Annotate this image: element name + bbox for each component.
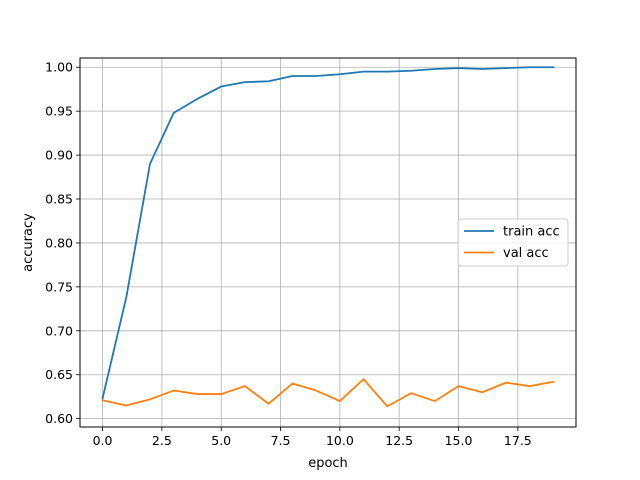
x-tick-label: 10.0 [326,433,354,448]
axis-ticks: 0.0 2.5 5.0 7.5 10.0 12.5 15.0 17.5 0.60 0.65 0.70… [45,60,532,448]
x-tick-label: 12.5 [385,433,413,448]
x-tick-label: 15.0 [445,433,473,448]
y-axis-label: accuracy [21,213,36,272]
x-tick-label: 7.5 [271,433,291,448]
series-line-val-acc [101,378,555,408]
y-tick-label: 0.95 [45,104,73,119]
x-axis-label: epoch [308,456,348,471]
y-tick-label: 1.00 [45,60,73,75]
series-line-train-acc [101,66,555,400]
y-tick-label: 0.80 [45,235,73,250]
y-tick-label: 0.60 [45,411,73,426]
plot-frame [79,57,577,428]
series-lines [101,66,555,408]
y-tick-label: 0.65 [45,367,73,382]
y-tick-label: 0.75 [45,279,73,294]
legend-label-val-acc: val acc [503,246,549,261]
y-tick-label: 0.85 [45,192,73,207]
x-tick-label: 0.0 [93,433,113,448]
x-tick-label: 2.5 [152,433,172,448]
y-tick-label: 0.70 [45,323,73,338]
legend-label-train-acc: train acc [503,225,560,240]
legend: train acc val acc [457,218,569,267]
x-tick-label: 17.5 [504,433,532,448]
x-tick-label: 5.0 [211,433,231,448]
y-tick-label: 0.90 [45,148,73,163]
